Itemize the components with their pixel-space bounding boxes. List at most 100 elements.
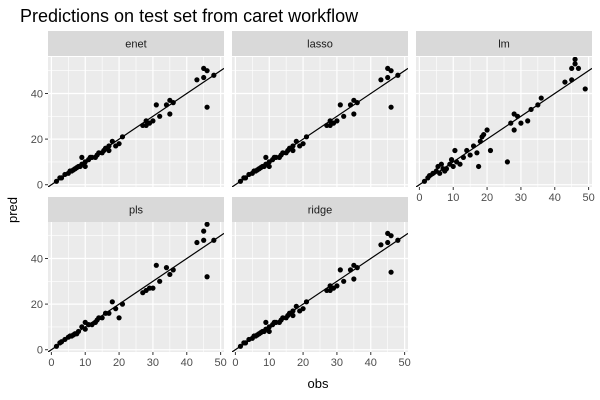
reference-line — [416, 67, 592, 187]
data-point — [109, 299, 115, 305]
data-point — [385, 74, 391, 81]
data-point — [82, 163, 88, 170]
x-axis-title: obs — [308, 376, 329, 391]
data-point — [334, 283, 340, 289]
data-point — [194, 77, 200, 83]
x-tick-label: 20 — [113, 357, 125, 369]
data-point — [334, 118, 340, 124]
data-point — [290, 312, 296, 319]
data-point — [337, 102, 343, 108]
data-point — [79, 154, 85, 160]
data-point — [204, 222, 210, 227]
strip-ridge — [232, 197, 408, 222]
data-point — [538, 95, 544, 101]
x-tick-label: 30 — [147, 357, 159, 369]
data-point — [388, 68, 394, 74]
data-point — [476, 163, 482, 170]
y-tick-label: 40 — [31, 88, 43, 100]
data-point — [116, 141, 122, 147]
reference-line — [48, 232, 224, 352]
data-point — [157, 113, 163, 119]
x-tick-label: 50 — [214, 357, 226, 369]
y-tick-label: 40 — [31, 253, 43, 265]
data-point — [167, 111, 173, 117]
panel-lm: lm 0 10 20 30 40 50 — [416, 31, 595, 204]
data-point — [388, 269, 394, 275]
reference-line — [232, 232, 408, 352]
data-point — [266, 328, 272, 335]
data-point — [341, 113, 347, 119]
reference-line — [232, 67, 408, 187]
data-point — [457, 161, 463, 167]
x-tick-label: 50 — [582, 192, 594, 204]
data-point — [116, 315, 122, 321]
data-point — [153, 262, 159, 268]
x-tick-label: 30 — [515, 192, 527, 204]
data-point — [511, 127, 517, 133]
data-point — [150, 285, 156, 291]
data-point — [572, 61, 578, 67]
data-point — [450, 163, 456, 170]
panel-ridge: ridge 0 10 20 30 40 50 — [232, 197, 411, 369]
x-tick-label: 10 — [79, 357, 91, 369]
strip-enet — [48, 31, 224, 56]
data-point — [378, 242, 384, 248]
panel-pls: pls 0 20 40 0 10 20 30 40 50 — [31, 197, 227, 369]
strip-lasso — [232, 31, 408, 56]
x-tick-label: 30 — [331, 357, 343, 369]
data-point — [300, 306, 306, 312]
data-point — [204, 274, 210, 280]
data-point — [481, 131, 487, 138]
data-point — [266, 163, 272, 170]
panel-enet: enet 0 20 40 — [31, 31, 224, 192]
panels-layer: enet 0 20 40 lasso lm 0 10 20 30 40 50 pls 0 20 40 0 10 20… — [31, 31, 595, 369]
x-tick-label: 40 — [365, 357, 377, 369]
y-tick-label: 20 — [31, 134, 43, 146]
data-point — [438, 161, 444, 167]
strip-label-ridge: ridge — [308, 205, 332, 217]
y-tick-label: 0 — [37, 345, 43, 357]
data-point — [290, 147, 296, 154]
x-tick-label: 10 — [447, 192, 459, 204]
data-point — [157, 278, 163, 284]
data-point — [263, 319, 269, 325]
x-tick-label: 0 — [48, 357, 54, 369]
data-point — [378, 77, 384, 83]
data-point — [504, 159, 510, 165]
chart-title: Predictions on test set from caret workf… — [20, 6, 359, 26]
x-tick-label: 50 — [398, 357, 410, 369]
data-point — [448, 157, 455, 163]
data-point — [341, 278, 347, 284]
panel-plot-area — [48, 57, 224, 187]
x-tick-label: 0 — [416, 192, 422, 204]
data-point — [388, 233, 394, 239]
strip-lm — [416, 31, 592, 56]
strip-pls — [48, 197, 224, 222]
x-tick-label: 40 — [549, 192, 561, 204]
data-point — [388, 104, 394, 110]
data-point — [582, 86, 588, 92]
panel-plot-area — [232, 57, 408, 187]
data-point — [569, 65, 575, 72]
data-point — [572, 57, 578, 62]
data-point — [484, 127, 490, 133]
data-point — [150, 118, 156, 124]
y-axis-title: pred — [5, 197, 20, 223]
data-point — [487, 147, 494, 154]
data-point — [351, 111, 357, 117]
data-point — [525, 118, 531, 124]
reference-line — [48, 67, 224, 187]
panel-plot-area — [232, 222, 408, 352]
panel-lasso: lasso — [232, 31, 408, 187]
y-tick-label: 20 — [31, 299, 43, 311]
x-tick-label: 20 — [297, 357, 309, 369]
data-point — [474, 150, 480, 156]
data-point — [204, 68, 210, 74]
data-point — [385, 239, 391, 246]
data-point — [337, 267, 343, 273]
data-point — [263, 154, 269, 160]
data-point — [194, 239, 200, 246]
data-point — [562, 79, 568, 85]
data-point — [201, 237, 207, 243]
